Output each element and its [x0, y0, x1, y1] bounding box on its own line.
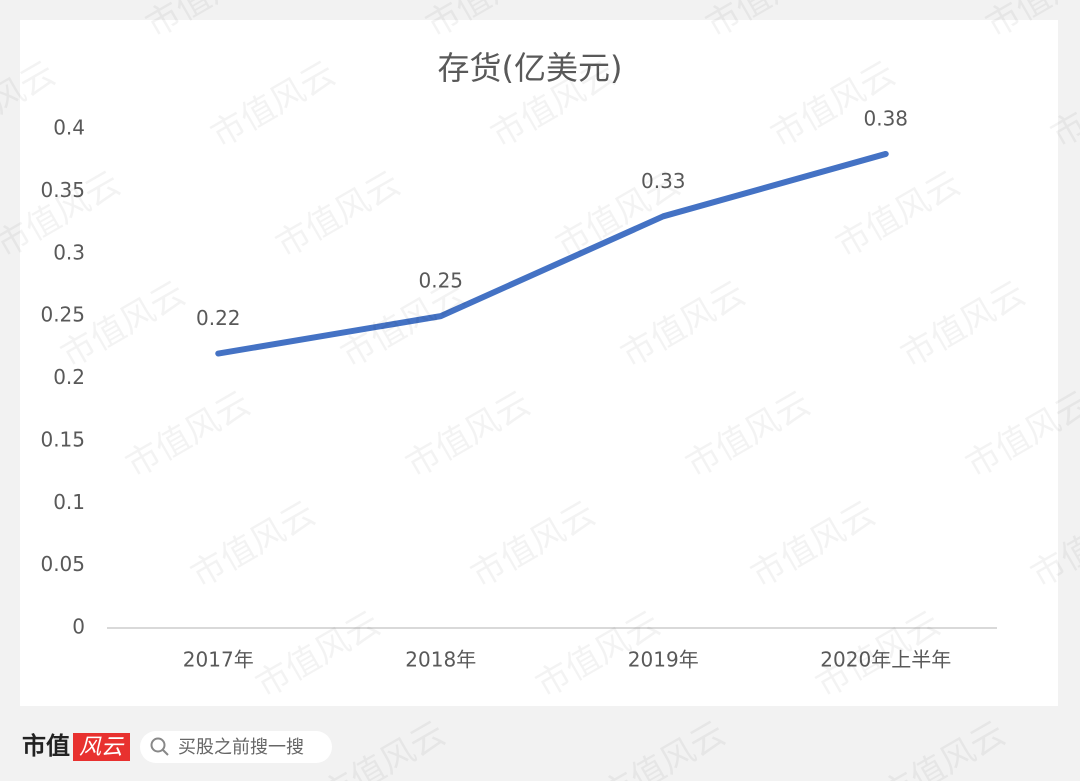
search-icon: [150, 737, 166, 753]
x-tick-label: 2018年: [405, 648, 476, 672]
y-tick-label: 0.25: [40, 303, 85, 327]
search-box[interactable]: [140, 731, 332, 763]
line-series: [215, 150, 889, 357]
y-tick-label: 0: [72, 615, 85, 639]
search-placeholder: 买股之前搜一搜: [178, 737, 304, 758]
y-tick-label: 0.2: [53, 365, 85, 389]
data-label: 0.38: [863, 106, 908, 130]
brand-mark: 风云: [79, 735, 125, 760]
y-tick-label: 0.3: [53, 240, 85, 264]
y-tick-label: 0.1: [53, 490, 85, 514]
x-tick-label: 2017年: [183, 648, 254, 672]
data-label: 0.25: [418, 269, 463, 293]
y-tick-label: 0.05: [40, 552, 85, 576]
x-tick-label: 2019年: [628, 648, 699, 672]
brand-mark-box: [73, 733, 130, 761]
y-tick-label: 0.4: [53, 116, 85, 140]
data-label: 0.22: [196, 306, 241, 330]
plot: 0 0.05 0.1 0.15 0.2 0.25 0.3 0.35 0.4 2017年 2018年 2…: [40, 106, 997, 672]
chart-title: 存货(亿美元): [438, 49, 623, 87]
search-icon-handle: [162, 749, 169, 756]
y-tick-label: 0.35: [40, 178, 85, 202]
brand: 市值: [22, 732, 70, 760]
x-tick-label: 2020年上半年: [820, 648, 951, 672]
y-tick-label: 0.15: [40, 427, 85, 451]
data-label: 0.33: [641, 169, 686, 193]
chart-card: [20, 20, 1058, 706]
